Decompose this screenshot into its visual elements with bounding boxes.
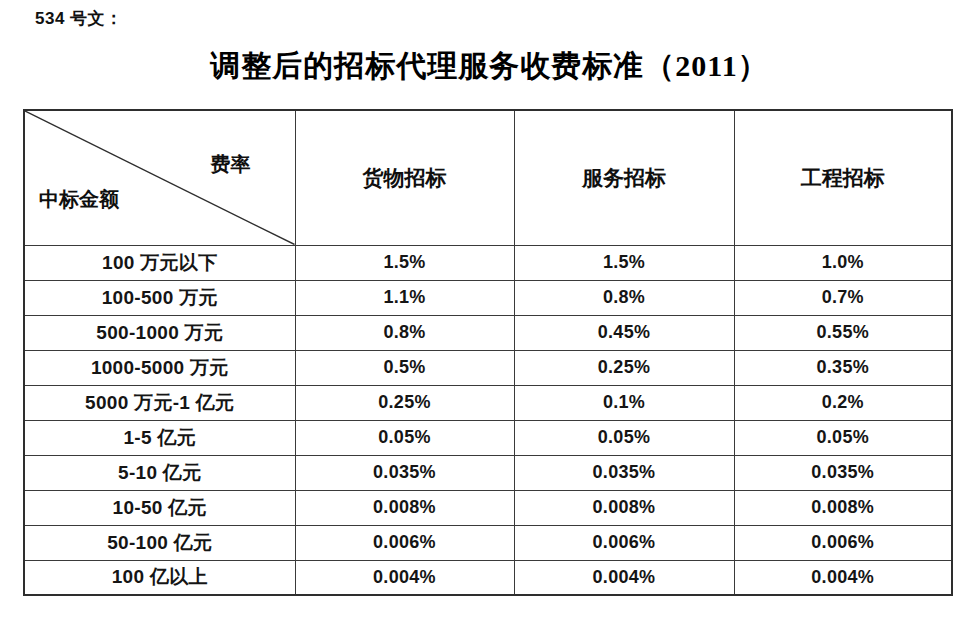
works-rate-cell: 0.35% <box>734 350 952 385</box>
service-rate-cell: 1.5% <box>514 245 734 280</box>
amount-range-cell: 5000 万元-1 亿元 <box>24 385 295 420</box>
corner-label-fee-rate: 费率 <box>211 151 251 178</box>
table-row: 50-100 亿元 0.006% 0.006% 0.006% <box>24 525 952 560</box>
amount-range-cell: 1000-5000 万元 <box>24 350 295 385</box>
amount-range-cell: 100-500 万元 <box>24 280 295 315</box>
works-rate-cell: 0.2% <box>734 385 952 420</box>
goods-rate-cell: 0.8% <box>295 315 514 350</box>
goods-rate-cell: 0.008% <box>295 490 514 525</box>
table-row: 1000-5000 万元 0.5% 0.25% 0.35% <box>24 350 952 385</box>
fee-rate-table: 费率 中标金额 货物招标 服务招标 工程招标 100 万元以下 1.5% 1.5… <box>23 109 953 596</box>
table-row: 5-10 亿元 0.035% 0.035% 0.035% <box>24 455 952 490</box>
goods-rate-cell: 1.5% <box>295 245 514 280</box>
table-row: 500-1000 万元 0.8% 0.45% 0.55% <box>24 315 952 350</box>
service-rate-cell: 0.45% <box>514 315 734 350</box>
amount-range-cell: 100 万元以下 <box>24 245 295 280</box>
amount-range-cell: 10-50 亿元 <box>24 490 295 525</box>
works-rate-cell: 1.0% <box>734 245 952 280</box>
page-title: 调整后的招标代理服务收费标准（2011） <box>0 46 979 87</box>
service-rate-cell: 0.006% <box>514 525 734 560</box>
works-rate-cell: 0.7% <box>734 280 952 315</box>
column-header-goods-tender: 货物招标 <box>295 110 514 245</box>
goods-rate-cell: 0.035% <box>295 455 514 490</box>
document-ref-label: 534 号文： <box>35 7 123 30</box>
service-rate-cell: 0.004% <box>514 560 734 595</box>
table-row: 1-5 亿元 0.05% 0.05% 0.05% <box>24 420 952 455</box>
table-header-row: 费率 中标金额 货物招标 服务招标 工程招标 <box>24 110 952 245</box>
amount-range-cell: 100 亿以上 <box>24 560 295 595</box>
service-rate-cell: 0.8% <box>514 280 734 315</box>
works-rate-cell: 0.55% <box>734 315 952 350</box>
service-rate-cell: 0.05% <box>514 420 734 455</box>
table-row: 100 亿以上 0.004% 0.004% 0.004% <box>24 560 952 595</box>
goods-rate-cell: 0.004% <box>295 560 514 595</box>
goods-rate-cell: 0.25% <box>295 385 514 420</box>
diagonal-divider-line <box>25 111 295 245</box>
table-row: 100-500 万元 1.1% 0.8% 0.7% <box>24 280 952 315</box>
service-rate-cell: 0.035% <box>514 455 734 490</box>
works-rate-cell: 0.008% <box>734 490 952 525</box>
table-row: 10-50 亿元 0.008% 0.008% 0.008% <box>24 490 952 525</box>
amount-range-cell: 500-1000 万元 <box>24 315 295 350</box>
column-header-works-tender: 工程招标 <box>734 110 952 245</box>
column-header-service-tender: 服务招标 <box>514 110 734 245</box>
works-rate-cell: 0.05% <box>734 420 952 455</box>
document-page: 534 号文： 调整后的招标代理服务收费标准（2011） 费率 中标金额 货物招… <box>0 0 979 629</box>
corner-label-bid-amount: 中标金额 <box>39 186 119 213</box>
goods-rate-cell: 0.05% <box>295 420 514 455</box>
amount-range-cell: 5-10 亿元 <box>24 455 295 490</box>
works-rate-cell: 0.004% <box>734 560 952 595</box>
table-row: 100 万元以下 1.5% 1.5% 1.0% <box>24 245 952 280</box>
goods-rate-cell: 0.006% <box>295 525 514 560</box>
works-rate-cell: 0.006% <box>734 525 952 560</box>
table-row: 5000 万元-1 亿元 0.25% 0.1% 0.2% <box>24 385 952 420</box>
goods-rate-cell: 0.5% <box>295 350 514 385</box>
table-body: 100 万元以下 1.5% 1.5% 1.0% 100-500 万元 1.1% … <box>24 245 952 595</box>
service-rate-cell: 0.1% <box>514 385 734 420</box>
service-rate-cell: 0.008% <box>514 490 734 525</box>
amount-range-cell: 1-5 亿元 <box>24 420 295 455</box>
goods-rate-cell: 1.1% <box>295 280 514 315</box>
diagonal-header-cell: 费率 中标金额 <box>24 110 295 245</box>
service-rate-cell: 0.25% <box>514 350 734 385</box>
amount-range-cell: 50-100 亿元 <box>24 525 295 560</box>
works-rate-cell: 0.035% <box>734 455 952 490</box>
